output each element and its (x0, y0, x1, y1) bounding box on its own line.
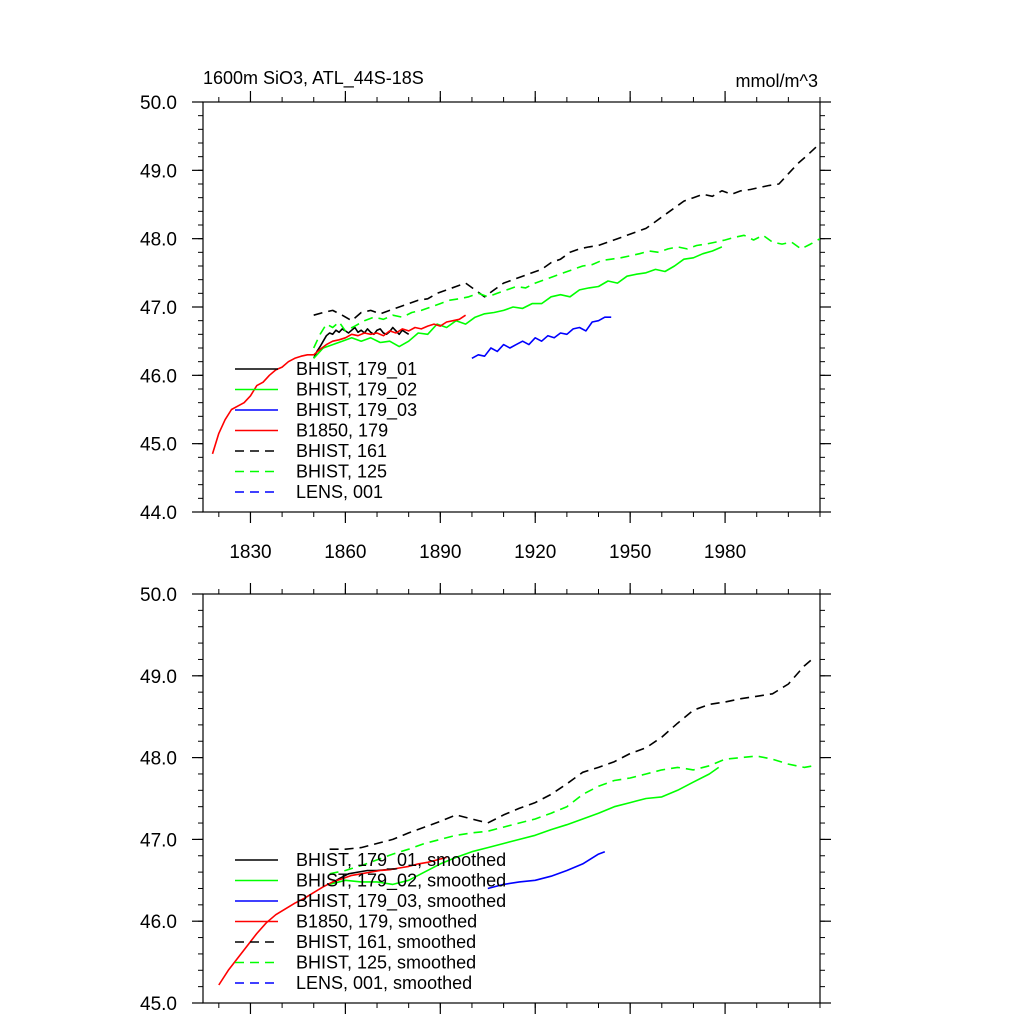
legend-label: BHIST, 125, smoothed (296, 953, 476, 973)
legend-label: BHIST, 179_01, smoothed (296, 850, 506, 871)
y-tick-label: 46.0 (140, 366, 177, 387)
y-tick-label: 46.0 (140, 912, 177, 933)
x-tick-label: 1830 (229, 542, 271, 563)
y-tick-label: 44.0 (140, 503, 177, 524)
x-tick-label: 1950 (609, 542, 651, 563)
series-line-bhist-161-smoothed (329, 657, 815, 850)
y-tick-label: 47.0 (140, 298, 177, 319)
figure-title: 1600m SiO3, ATL_44S-18S (203, 68, 424, 89)
series-line-bhist-125 (312, 234, 820, 349)
legend-label: BHIST, 161 (296, 441, 387, 461)
y-tick-label: 48.0 (140, 749, 177, 770)
y-tick-label: 45.0 (140, 994, 177, 1015)
y-tick-label: 50.0 (140, 585, 177, 606)
x-tick-label: 1980 (704, 542, 746, 563)
series-group (218, 657, 815, 986)
legend-label: B1850, 179, smoothed (296, 912, 477, 932)
legend-label: BHIST, 179_02 (296, 380, 417, 401)
legend-label: LENS, 001 (296, 482, 383, 502)
series-line-bhist-179-03-smoothed (487, 850, 606, 890)
series-group (211, 145, 820, 455)
legend-label: BHIST, 125 (296, 462, 387, 482)
series-line-bhist-179-01 (312, 326, 410, 359)
y-tick-label: 49.0 (140, 161, 177, 182)
top-panel: 1830 1860 1890 1920 1950 1980 44.0 45.0 46.0 47.0… (140, 91, 831, 563)
y-tick-label: 49.0 (140, 667, 177, 688)
series-line-b1850-179-smoothed (218, 856, 447, 986)
y-tick-label: 47.0 (140, 830, 177, 851)
x-tick-label: 1920 (514, 542, 556, 563)
legend-label: LENS, 001, smoothed (296, 973, 472, 993)
series-line-bhist-179-02-smoothed (329, 766, 720, 886)
plot-frame (202, 593, 821, 1004)
x-tick-label: 1890 (419, 542, 461, 563)
legend-label: BHIST, 179_03, smoothed (296, 891, 506, 912)
bottom-panel: 45.0 46.0 47.0 48.0 49.0 50.0 BHIST, 179_01, s… (140, 583, 831, 1015)
series-line-bhist-161 (313, 145, 818, 322)
series-line-bhist-179-02 (313, 246, 723, 359)
series-line-bhist-179-03 (471, 316, 612, 360)
y-tick-label: 48.0 (140, 230, 177, 251)
y-tick-label: 45.0 (140, 435, 177, 456)
legend-label: BHIST, 179_01 (296, 359, 417, 380)
legend-label: BHIST, 179_02, smoothed (296, 871, 506, 892)
x-tick-label: 1860 (324, 542, 366, 563)
legend-label: B1850, 179 (296, 421, 388, 441)
legend-label: BHIST, 179_03 (296, 400, 417, 421)
series-line-bhist-125-smoothed (329, 755, 814, 875)
y-tick-label: 50.0 (140, 93, 177, 114)
legend-label: BHIST, 161, smoothed (296, 932, 476, 952)
units-label: mmol/m^3 (736, 71, 818, 91)
